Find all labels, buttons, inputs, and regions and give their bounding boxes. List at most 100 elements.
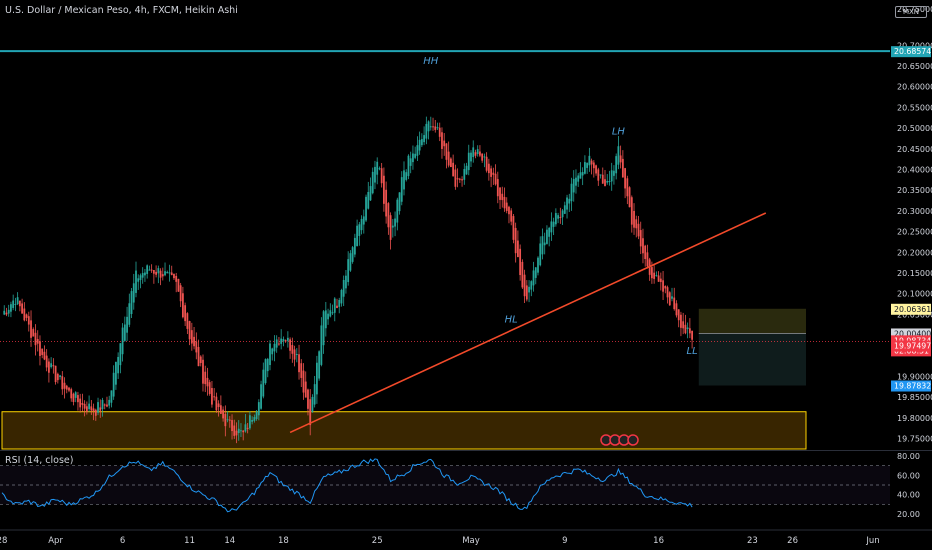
candle-body: [43, 351, 46, 360]
candle-body: [347, 259, 350, 283]
candle-body: [686, 327, 689, 330]
candle-body: [380, 168, 383, 184]
candle-body: [367, 191, 370, 209]
price-tick-label: 19.80000: [897, 414, 932, 423]
candle-body: [472, 147, 475, 158]
candle-body: [517, 240, 519, 258]
candle-body: [396, 199, 399, 223]
candle-body: [59, 375, 61, 377]
candle-body: [74, 392, 77, 398]
candle-body: [577, 175, 580, 182]
price-axis-background: [890, 0, 932, 550]
candle-body: [655, 275, 658, 277]
candle-body: [103, 404, 106, 406]
candle-body: [351, 247, 354, 262]
candle-body: [336, 305, 338, 309]
candle-body: [572, 178, 575, 193]
candle-body: [438, 127, 441, 137]
candle-body: [420, 139, 423, 146]
candle-body: [505, 202, 508, 211]
position-stop-zone: [698, 333, 806, 386]
candle-body: [166, 271, 169, 274]
candle-body: [682, 321, 685, 329]
candle-body: [90, 406, 93, 411]
candle-body: [481, 153, 484, 161]
candle-body: [651, 267, 653, 279]
candle-body: [41, 348, 44, 355]
candle-body: [195, 341, 198, 353]
candle-body: [139, 275, 142, 281]
candle-body: [454, 169, 457, 187]
candle-body: [293, 349, 296, 360]
price-tick-label: 20.65000: [897, 62, 932, 71]
candle-body: [510, 210, 513, 222]
rsi-title: RSI (14, close): [5, 455, 74, 466]
candle-body: [624, 168, 626, 189]
candle-body: [286, 337, 289, 341]
candle-body: [474, 152, 477, 156]
candle-body: [666, 287, 669, 298]
candle-body: [175, 275, 178, 282]
candle-body: [329, 310, 332, 317]
candle-body: [441, 132, 443, 149]
candle-body: [414, 153, 417, 158]
candle-body: [561, 210, 564, 218]
candle-body: [684, 324, 687, 334]
candle-body: [173, 273, 175, 279]
candle-body: [92, 408, 95, 412]
candle-body: [333, 298, 336, 313]
candle-body: [224, 413, 227, 427]
candle-body: [3, 310, 6, 315]
price-badge-label: 20.00400: [894, 329, 931, 338]
price-badge: [891, 340, 931, 352]
candle-body: [99, 407, 102, 411]
candle-body: [280, 338, 283, 344]
candle-body: [394, 218, 396, 227]
candle-body: [610, 170, 613, 182]
annotation-hl: HL: [505, 315, 518, 326]
candle-body: [668, 292, 671, 306]
candle-body: [94, 409, 97, 416]
candle-body: [320, 325, 323, 365]
candle-body: [595, 165, 597, 174]
candle-body: [559, 216, 562, 218]
candle-body: [450, 158, 452, 168]
candle-body: [342, 279, 345, 297]
candle-body: [599, 174, 602, 176]
candle-body: [537, 257, 539, 273]
time-tick-label: 18: [278, 536, 289, 546]
candle-body: [12, 300, 15, 308]
price-badge-label: 20.68574: [894, 47, 931, 56]
candle-body: [543, 242, 546, 246]
candle-body: [514, 227, 517, 254]
price-badge: [891, 380, 931, 392]
time-tick-label: 28: [0, 536, 7, 546]
candle-body: [271, 348, 274, 355]
candle-body: [626, 178, 629, 197]
candle-body: [273, 343, 276, 352]
candle-body: [597, 169, 600, 181]
candle-body: [429, 126, 432, 128]
candle-body: [443, 140, 446, 147]
candle-body: [362, 216, 365, 225]
candle-body: [30, 320, 32, 338]
price-badge-label: 19.97497: [894, 341, 931, 350]
candle-body: [121, 327, 124, 355]
candle-body: [152, 270, 155, 274]
candle-body: [70, 389, 73, 399]
candle-body: [291, 345, 294, 354]
candle-body: [427, 121, 430, 132]
candle-body: [150, 269, 153, 271]
time-tick-label: Apr: [48, 536, 63, 546]
candle-body: [554, 213, 557, 225]
candle-body: [566, 197, 568, 210]
candle-body: [146, 265, 149, 274]
candle-body: [499, 187, 501, 200]
candle-body: [418, 139, 421, 151]
candle-body: [5, 312, 8, 315]
time-tick-label: 16: [653, 536, 664, 546]
candle-body: [675, 303, 678, 316]
candle-body: [541, 236, 544, 255]
candle-body: [465, 165, 468, 175]
